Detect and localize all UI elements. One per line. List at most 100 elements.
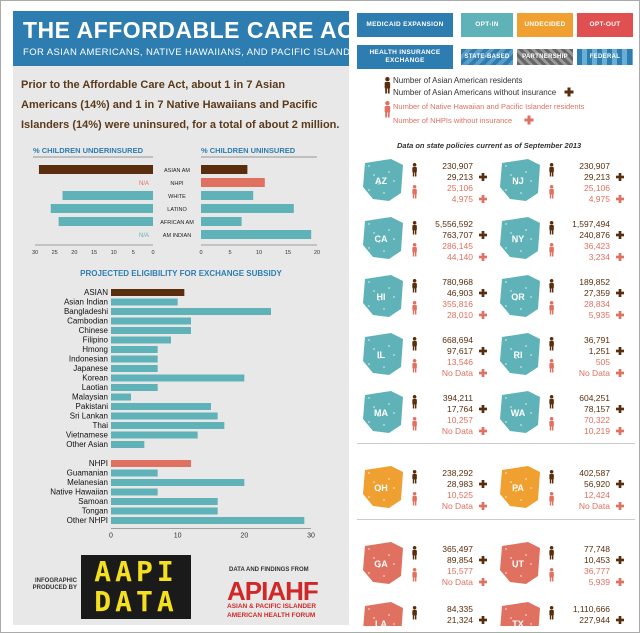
person-head bbox=[412, 163, 417, 167]
tick-label: 10 bbox=[111, 250, 117, 256]
person-body bbox=[412, 167, 417, 173]
person-icon bbox=[412, 470, 417, 484]
state-value: 15,577 bbox=[447, 566, 473, 576]
state-pattern-dot bbox=[378, 241, 380, 243]
eligibility-bar bbox=[111, 412, 218, 420]
state-shape bbox=[500, 159, 540, 201]
person-body bbox=[549, 572, 554, 578]
eligibility-bar bbox=[111, 384, 158, 391]
person-leg bbox=[551, 479, 554, 484]
state-pattern-dot bbox=[515, 241, 517, 243]
apiahf-name-1: ASIAN & PACIFIC ISLANDER bbox=[227, 603, 317, 610]
bar-underinsured bbox=[50, 204, 153, 213]
person-leg bbox=[551, 230, 554, 235]
state-pattern-dot bbox=[520, 575, 522, 577]
bar-uninsured bbox=[201, 217, 242, 226]
state-pattern-dot bbox=[525, 171, 527, 173]
apiahf-name-2: AMERICAN HEALTH FORUM bbox=[227, 612, 316, 619]
state-value: 1,597,494 bbox=[572, 219, 610, 229]
state-value: No Data bbox=[442, 426, 473, 436]
bar-uninsured bbox=[201, 191, 254, 200]
person-leg bbox=[551, 252, 554, 257]
state-value: 29,213 bbox=[447, 172, 473, 182]
plus-icon bbox=[481, 289, 485, 297]
legend-exchange: HEALTH INSURANCE EXCHANGE bbox=[357, 45, 453, 69]
state-value: 29,213 bbox=[584, 172, 610, 182]
person-leg bbox=[412, 288, 415, 293]
person-head bbox=[549, 568, 554, 572]
state-value: 4,975 bbox=[452, 194, 474, 204]
plus-icon bbox=[618, 480, 622, 488]
state-pattern-dot bbox=[368, 165, 370, 167]
person-body bbox=[549, 363, 554, 369]
person-leg bbox=[551, 310, 554, 315]
eligibility-category: Malaysian bbox=[72, 393, 108, 402]
eligibility-bar bbox=[111, 460, 191, 467]
state-abbr: WA bbox=[511, 408, 526, 418]
state-pattern-dot bbox=[525, 403, 527, 405]
aapi-logo-line1: AAPI bbox=[94, 555, 178, 588]
person-leg bbox=[551, 404, 554, 409]
legend-opt-out: OPT-OUT bbox=[577, 13, 633, 37]
state-pattern-dot bbox=[510, 290, 512, 292]
person-icon bbox=[549, 337, 554, 351]
state-shape bbox=[500, 466, 540, 508]
eligibility-category: Melanesian bbox=[67, 478, 108, 487]
person-icon bbox=[549, 279, 554, 293]
tick-label: 20 bbox=[71, 250, 77, 256]
state-pattern-dot bbox=[520, 366, 522, 368]
person-head bbox=[549, 185, 554, 189]
legend-opt-in: OPT-IN bbox=[461, 13, 513, 37]
state-abbr: MA bbox=[374, 408, 388, 418]
chart-title-uninsured: % CHILDREN UNINSURED bbox=[201, 146, 296, 155]
eligibility-category: Thai bbox=[92, 421, 108, 430]
category-label: WHITE bbox=[168, 194, 186, 200]
children-charts: % CHILDREN UNDERINSURED % CHILDREN UNINSU… bbox=[32, 146, 320, 256]
state-pattern-dot bbox=[368, 223, 370, 225]
state-abbr: CA bbox=[375, 234, 388, 244]
state-abbr: RI bbox=[514, 350, 523, 360]
legend-medicaid-expansion: MEDICAID EXPANSION bbox=[357, 13, 453, 37]
state-pattern-dot bbox=[368, 363, 370, 365]
eligibility-bar bbox=[111, 346, 158, 353]
state-abbr: AZ bbox=[375, 176, 387, 186]
eligibility-bar bbox=[111, 298, 178, 306]
plus-icon bbox=[618, 502, 622, 510]
state-pattern-dot bbox=[510, 406, 512, 408]
state-pattern-dot bbox=[388, 614, 390, 616]
plus-icon bbox=[618, 231, 622, 239]
state-value: 4,975 bbox=[589, 194, 611, 204]
person-leg bbox=[414, 172, 417, 177]
plus-icon bbox=[618, 556, 622, 564]
person-head bbox=[549, 301, 554, 305]
person-head bbox=[412, 279, 417, 283]
bar-uninsured bbox=[201, 204, 294, 213]
person-leg bbox=[549, 346, 552, 351]
eligibility-category: Chinese bbox=[79, 326, 109, 335]
person-head bbox=[549, 221, 554, 225]
state-pattern-dot bbox=[515, 299, 517, 301]
state-value: 27,359 bbox=[584, 288, 610, 298]
person-leg bbox=[414, 615, 417, 620]
state-pattern-dot bbox=[368, 421, 370, 423]
state-pattern-dot bbox=[383, 308, 385, 310]
state-pattern-dot bbox=[388, 403, 390, 405]
legend-item-nhpi: Number of Native Hawaiian and Pacific Is… bbox=[393, 102, 585, 111]
state-value: 10,257 bbox=[447, 415, 473, 425]
state-pattern-dot bbox=[388, 345, 390, 347]
state-pattern-dot bbox=[388, 287, 390, 289]
plus-icon bbox=[481, 253, 485, 261]
eligibility-category: Tongan bbox=[82, 507, 108, 516]
state-value: 355,816 bbox=[442, 299, 473, 309]
person-body bbox=[549, 225, 554, 231]
person-icon bbox=[549, 221, 554, 235]
legend-exchange-label: HEALTH INSURANCE EXCHANGE bbox=[369, 49, 441, 64]
eligibility-bar bbox=[111, 289, 185, 296]
person-leg bbox=[414, 479, 417, 484]
plus-icon bbox=[618, 616, 622, 624]
tick-label: 30 bbox=[307, 533, 315, 539]
state-pattern-dot bbox=[505, 397, 507, 399]
eligibility-bar bbox=[111, 507, 218, 515]
